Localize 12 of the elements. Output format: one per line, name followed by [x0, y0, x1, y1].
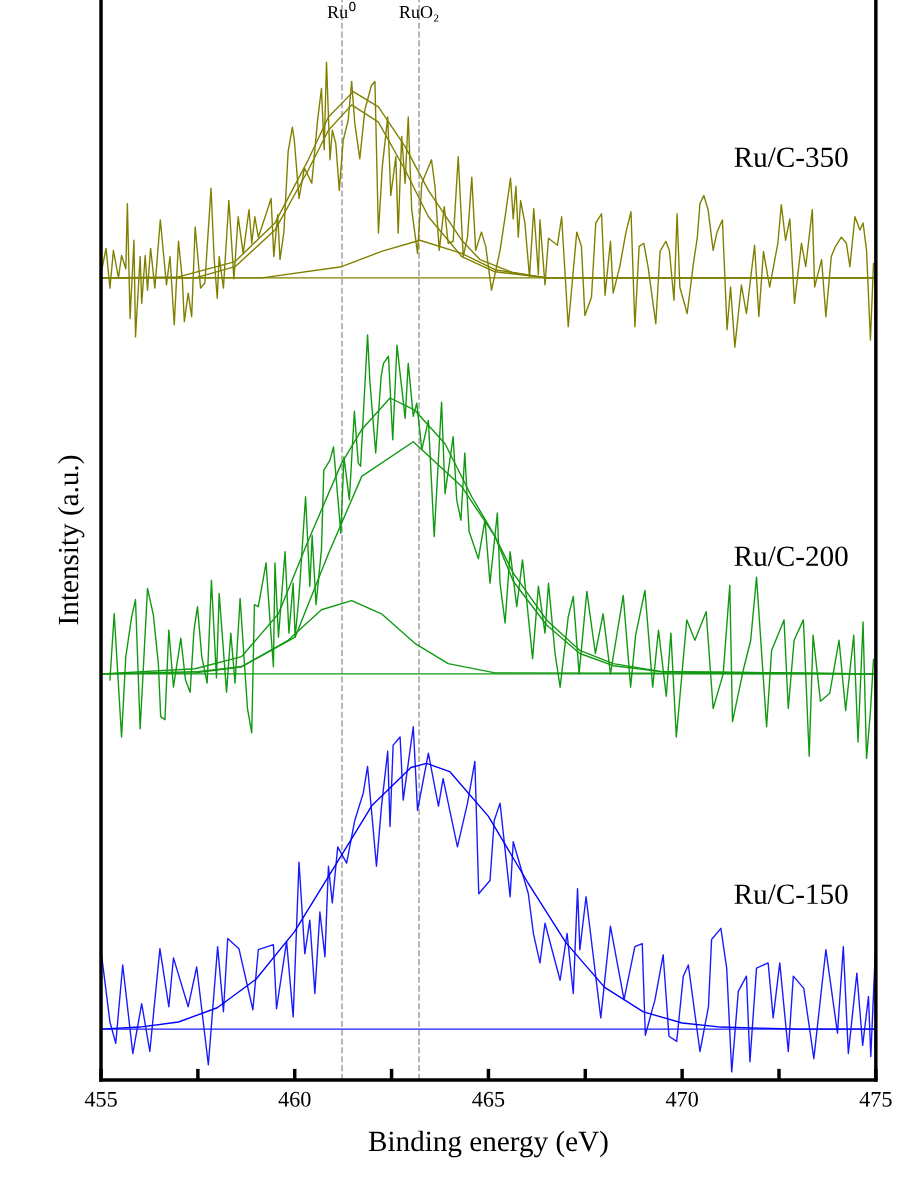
y-axis-title: Intensity (a.u.): [57, 455, 85, 625]
x-tick-label: 465: [472, 1091, 505, 1107]
series-label: Ru/C-200: [734, 546, 848, 567]
ref-line-label: Ru$^{0}$: [327, 1, 356, 19]
ref-line-label: RuO₂: [399, 5, 439, 22]
series-label: Ru/C-350: [734, 147, 848, 168]
x-tick-label: 475: [859, 1091, 892, 1107]
x-axis-title: Binding energy (eV): [368, 1130, 608, 1158]
x-tick-label: 455: [84, 1091, 117, 1107]
x-tick-label: 470: [665, 1091, 698, 1107]
x-tick-label: 460: [278, 1091, 311, 1107]
series-label: Ru/C-150: [734, 884, 848, 905]
